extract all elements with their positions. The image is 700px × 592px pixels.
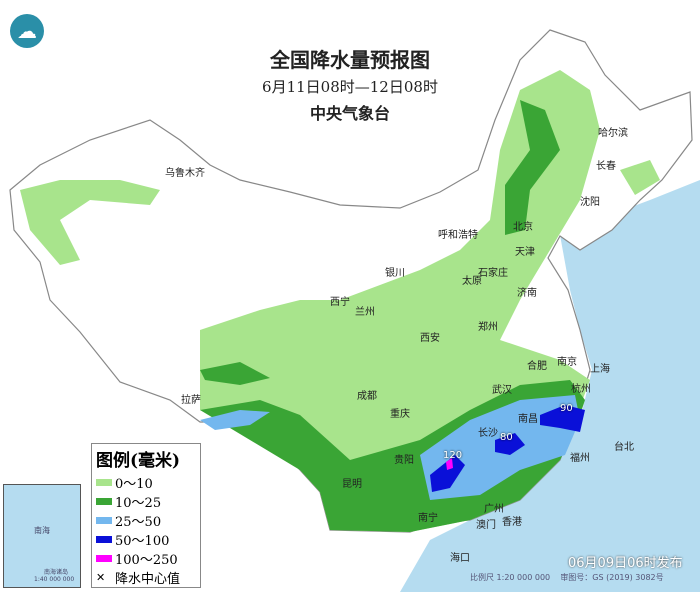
- city-label: 拉萨: [181, 395, 201, 406]
- rain-50-100-a: [430, 455, 465, 492]
- city-label: 南京: [557, 357, 577, 368]
- city-label: 天津: [515, 247, 535, 258]
- city-label: 乌鲁木齐: [165, 168, 205, 179]
- inset-sea-label: 南海: [34, 526, 50, 535]
- city-label: 南宁: [418, 513, 438, 524]
- rain-center-value: 90: [560, 403, 573, 414]
- issue-time: 06月09日06时发布: [568, 556, 683, 571]
- legend-swatch: [96, 479, 112, 486]
- rain-center-value: 80: [500, 432, 513, 443]
- legend-swatch: [96, 517, 112, 524]
- city-label: 西宁: [330, 297, 350, 308]
- map-title: 全国降水量预报图: [270, 48, 430, 72]
- agency: 中央气象台: [309, 104, 390, 123]
- legend-item: ✕ 降水中心值: [96, 568, 196, 587]
- inset-scale: 1:40 000 000: [34, 576, 75, 583]
- city-label: 济南: [517, 288, 537, 299]
- legend-label: 降水中心值: [115, 572, 181, 587]
- city-label: 上海: [590, 364, 610, 375]
- city-label: 呼和浩特: [438, 230, 478, 241]
- rain-center-value: 120: [443, 450, 463, 461]
- city-label: 广州: [484, 504, 504, 515]
- city-label: 兰州: [355, 307, 375, 318]
- legend-swatch: [96, 555, 112, 562]
- legend-item: 0～10: [96, 473, 196, 492]
- city-label: 合肥: [527, 361, 547, 372]
- city-label: 南昌: [518, 414, 538, 425]
- rain-100-250: [446, 458, 453, 470]
- legend-item: 25～50: [96, 511, 196, 530]
- city-label: 银川: [385, 268, 405, 279]
- map-scale: 比例尺 1:20 000 000 审图号：GS (2019) 3082号: [470, 572, 664, 583]
- city-label: 海口: [450, 553, 470, 564]
- sea: [400, 180, 700, 592]
- city-label: 福州: [570, 453, 590, 464]
- legend-item: 100～250: [96, 549, 196, 568]
- legend-label: 10～25: [115, 496, 162, 511]
- x-mark-icon: ✕: [96, 571, 106, 584]
- legend-swatch: [96, 536, 112, 543]
- forecast-period: 6月11日08时—12日08时: [262, 78, 438, 96]
- legend: 图例(毫米) 0～10 10～25 25～50 50～100 100～250 ✕…: [91, 443, 201, 588]
- legend-item: 50～100: [96, 530, 196, 549]
- rain-10-25-north: [505, 100, 560, 235]
- city-label: 台北: [614, 442, 634, 453]
- city-label: 郑州: [478, 322, 498, 333]
- city-label: 昆明: [342, 479, 362, 490]
- city-label: 贵阳: [394, 455, 414, 466]
- legend-label: 0～10: [115, 477, 153, 492]
- city-label: 澳门: [476, 520, 496, 531]
- rain-25-50-tibet: [200, 410, 270, 430]
- legend-label: 50～100: [115, 534, 170, 549]
- rain-0-10-northeast: [620, 160, 660, 195]
- city-label: 长沙: [478, 428, 498, 439]
- legend-item: 10～25: [96, 492, 196, 511]
- city-label: 石家庄: [478, 268, 508, 279]
- city-label: 哈尔滨: [598, 128, 628, 139]
- rain-50-100-c: [540, 405, 585, 432]
- city-label: 武汉: [492, 385, 512, 396]
- rain-50-100-b: [495, 433, 525, 455]
- city-label: 沈阳: [580, 197, 600, 208]
- approval-number: 审图号：GS (2019) 3082号: [560, 573, 664, 582]
- city-label: 长春: [596, 161, 616, 172]
- city-label: 成都: [357, 391, 377, 402]
- rain-0-10-xinjiang: [20, 180, 160, 265]
- legend-title: 图例(毫米): [96, 451, 181, 471]
- south-china-sea-inset: 南海 南海诸岛 1:40 000 000: [3, 484, 81, 588]
- legend-label: 25～50: [115, 515, 162, 530]
- city-label: 北京: [513, 222, 533, 233]
- city-label: 香港: [502, 517, 522, 528]
- scale-text: 比例尺 1:20 000 000: [470, 573, 551, 582]
- cma-logo: ☁: [10, 14, 44, 48]
- city-label: 杭州: [571, 384, 591, 395]
- legend-swatch: [96, 498, 112, 505]
- city-label: 重庆: [390, 409, 410, 420]
- inset-islands-label: 南海诸岛: [44, 569, 69, 576]
- rain-10-25-tibet: [200, 362, 270, 385]
- legend-label: 100～250: [115, 553, 178, 568]
- city-label: 太原: [462, 276, 482, 287]
- city-label: 西安: [420, 333, 440, 344]
